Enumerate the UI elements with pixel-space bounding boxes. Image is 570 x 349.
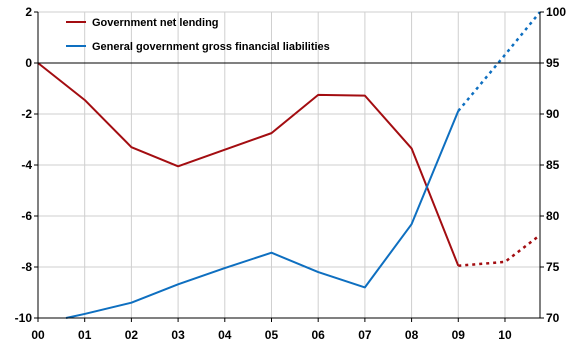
series-projection-0 [458, 234, 541, 267]
x-tick-label: 03 [171, 328, 185, 342]
x-tick-label: 10 [498, 328, 512, 342]
series-lines [37, 11, 541, 319]
right-tick-label: 95 [546, 56, 560, 70]
right-tick-label: 85 [546, 158, 560, 172]
left-tick-label: -6 [21, 209, 32, 223]
right-tick-label: 70 [546, 311, 560, 325]
left-tick-label: 2 [25, 5, 32, 19]
x-tick-label: 04 [218, 328, 232, 342]
axes [34, 11, 544, 322]
series-projection-1 [457, 11, 541, 112]
x-tick-label: 00 [31, 328, 45, 342]
tick-labels: 2 0 -2 -4 -6 -8 -10 100 95 90 85 80 75 70 00 01 02 03 04 05… [15, 5, 567, 342]
legend-label-0: Government net lending [92, 17, 219, 29]
x-tick-label: 06 [312, 328, 326, 342]
x-tick-label: 02 [125, 328, 139, 342]
left-tick-label: 0 [25, 56, 32, 70]
legend-label-1: General government gross financial liabi… [92, 41, 330, 53]
x-tick-label: 08 [405, 328, 419, 342]
x-tick-label: 01 [78, 328, 92, 342]
left-tick-label: -8 [21, 260, 32, 274]
right-tick-label: 90 [546, 107, 560, 121]
left-tick-label: -10 [15, 311, 33, 325]
left-tick-label: -4 [21, 158, 32, 172]
series-line-1 [65, 110, 460, 319]
right-tick-label: 75 [546, 260, 560, 274]
left-tick-label: -2 [21, 107, 32, 121]
x-tick-label: 05 [265, 328, 279, 342]
legend: Government net lending General government… [66, 17, 330, 53]
series-line-0 [37, 62, 460, 267]
right-tick-label: 100 [546, 5, 566, 19]
right-tick-label: 80 [546, 209, 560, 223]
x-tick-label: 09 [452, 328, 466, 342]
x-tick-label: 07 [358, 328, 372, 342]
